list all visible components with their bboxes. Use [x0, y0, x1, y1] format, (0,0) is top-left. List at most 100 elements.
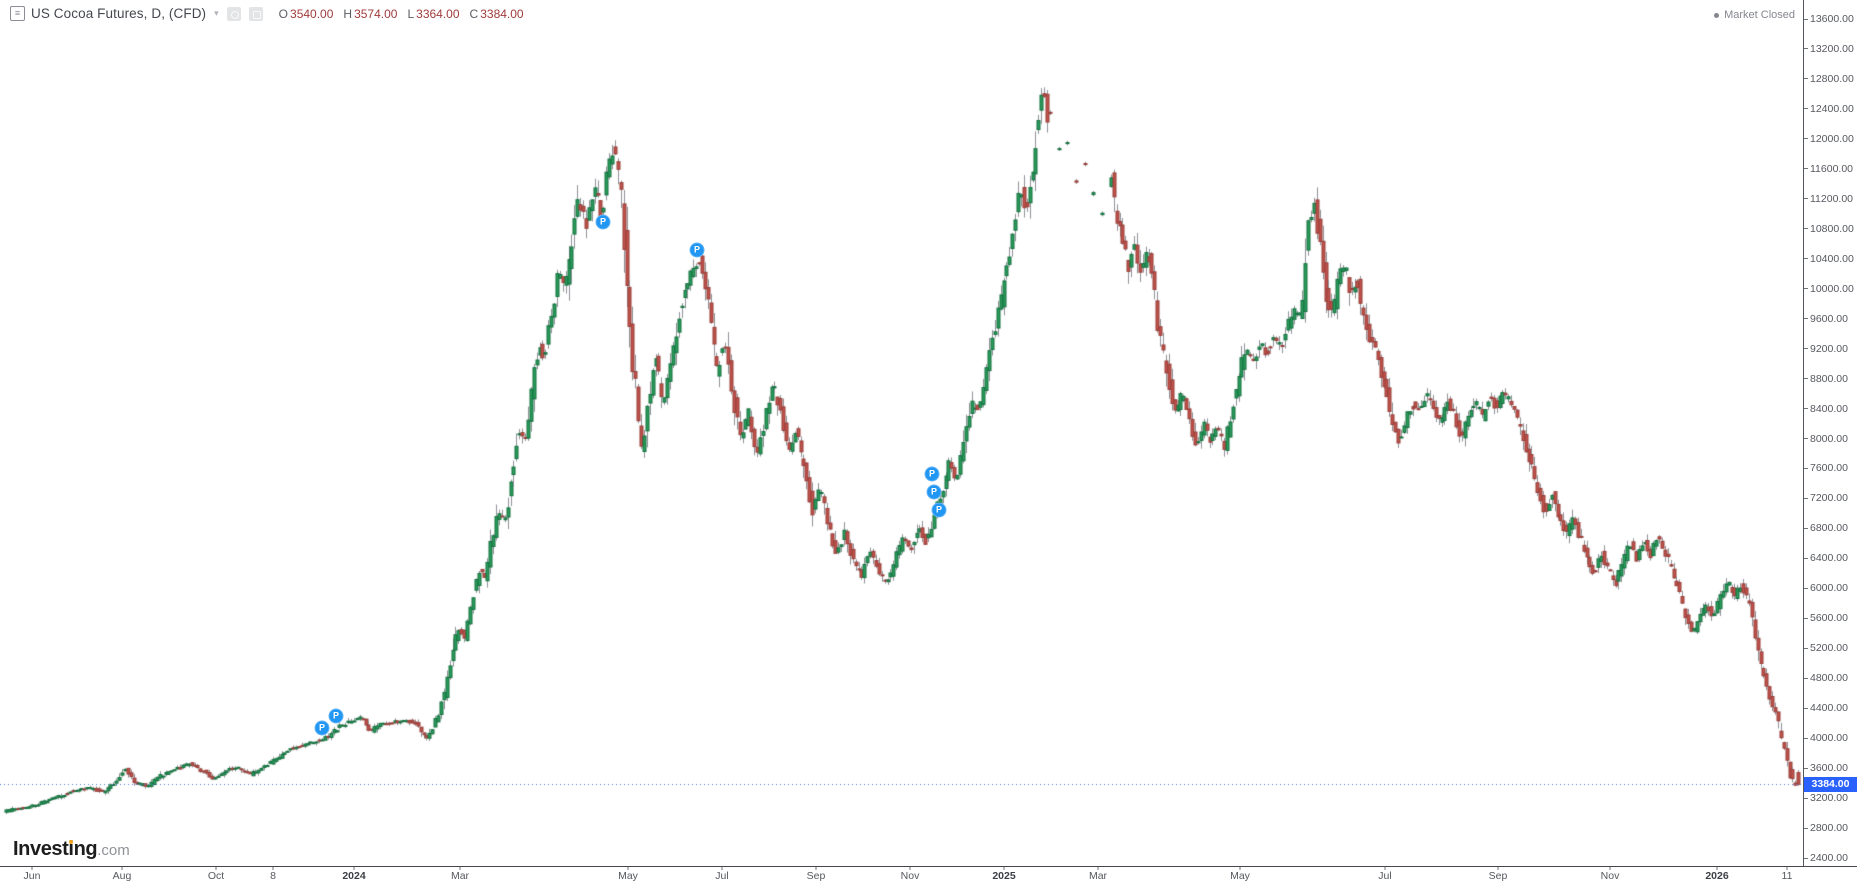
- gear-icon[interactable]: [248, 6, 263, 21]
- price-axis-label: 11200.00: [1810, 192, 1854, 205]
- price-tick: [1804, 527, 1808, 529]
- ohlc-readout: O 3540.00 H 3574.00 L 3364.00 C 3384.00: [279, 7, 524, 21]
- price-tick: [1804, 48, 1808, 50]
- candlestick-plot[interactable]: [0, 0, 1803, 866]
- price-axis-label: 4800.00: [1810, 672, 1848, 685]
- price-tick: [1804, 138, 1808, 140]
- price-tick: [1804, 827, 1808, 829]
- position-marker[interactable]: P: [924, 466, 940, 482]
- price-axis-label: 8800.00: [1810, 372, 1848, 385]
- price-axis-label: 13200.00: [1810, 42, 1854, 55]
- position-marker[interactable]: P: [328, 708, 344, 724]
- current-price-tag: 3384.00: [1804, 776, 1857, 792]
- price-tick: [1804, 438, 1808, 439]
- price-axis-label: 7600.00: [1810, 462, 1848, 475]
- time-tick: [1716, 867, 1718, 870]
- investing-logo[interactable]: Investing.com: [13, 838, 130, 860]
- time-tick: [272, 867, 274, 870]
- price-tick: [1804, 378, 1808, 380]
- price-axis-label: 6400.00: [1810, 552, 1848, 565]
- price-tick: [1804, 228, 1808, 230]
- price-tick: [1804, 767, 1808, 769]
- price-axis-label: 10400.00: [1810, 252, 1854, 265]
- time-axis-label: Mar: [450, 870, 470, 882]
- price-tick: [1804, 557, 1808, 559]
- price-axis-label: 5200.00: [1810, 642, 1848, 655]
- position-marker[interactable]: P: [926, 484, 942, 500]
- time-axis-label: Nov: [900, 870, 920, 882]
- time-tick: [1384, 867, 1386, 870]
- price-axis-label: 6800.00: [1810, 522, 1848, 535]
- ohlc-pair: H 3574.00: [343, 6, 398, 21]
- time-tick: [353, 867, 355, 870]
- time-axis[interactable]: Jun Aug Oct 8 2024 Mar May Jul Sep Nov 2025 Mar May J…: [0, 866, 1857, 883]
- ohlc-pair: C 3384.00: [469, 6, 524, 21]
- price-axis-label: 8400.00: [1810, 402, 1848, 415]
- price-tick: [1804, 198, 1808, 200]
- price-axis-label: 3600.00: [1810, 762, 1848, 775]
- price-tick: [1804, 348, 1808, 350]
- time-tick: [1097, 867, 1099, 870]
- price-axis-label: 8000.00: [1810, 432, 1848, 445]
- time-axis-label: 8: [270, 870, 276, 882]
- price-tick: [1804, 108, 1808, 110]
- price-axis[interactable]: 13600.00 13200.00 12800.00 12400.00 12000.00…: [1803, 0, 1857, 866]
- time-tick: [627, 867, 629, 870]
- price-tick: [1804, 677, 1808, 679]
- time-tick: [1239, 867, 1241, 870]
- price-tick: [1804, 168, 1808, 170]
- time-tick: [1786, 867, 1788, 870]
- symbol-title[interactable]: US Cocoa Futures, D, (CFD): [31, 6, 207, 21]
- time-tick: [721, 867, 723, 870]
- chevron-down-icon[interactable]: ▾: [214, 8, 219, 18]
- price-axis-label: 12000.00: [1810, 132, 1854, 145]
- price-axis-label: 3200.00: [1810, 792, 1848, 805]
- price-tick: [1804, 18, 1808, 20]
- price-tick: [1804, 288, 1808, 290]
- price-tick: [1804, 318, 1808, 320]
- price-axis-label: 13600.00: [1810, 13, 1854, 25]
- price-tick: [1804, 647, 1808, 649]
- price-axis-label: 9200.00: [1810, 342, 1848, 355]
- time-tick: [815, 867, 817, 870]
- record-icon[interactable]: [226, 6, 241, 21]
- chart-header: ≡ US Cocoa Futures, D, (CFD) ▾ O 3540.00 H…: [10, 6, 524, 21]
- price-axis-label: 4000.00: [1810, 732, 1848, 745]
- price-axis-label: 2400.00: [1810, 852, 1848, 864]
- price-tick: [1804, 737, 1808, 739]
- time-tick: [1003, 867, 1005, 870]
- price-tick: [1804, 707, 1808, 709]
- time-axis-label: 11: [1781, 870, 1793, 882]
- logo-suffix: .com: [97, 842, 130, 859]
- time-axis-label: Oct: [207, 870, 225, 882]
- time-tick: [459, 867, 461, 870]
- price-tick: [1804, 408, 1808, 410]
- position-marker[interactable]: P: [931, 502, 947, 518]
- price-tick: [1804, 617, 1808, 619]
- price-axis-label: 2800.00: [1810, 822, 1848, 835]
- time-tick: [121, 867, 123, 870]
- time-tick: [1497, 867, 1499, 870]
- price-axis-label: 5600.00: [1810, 612, 1848, 625]
- price-axis-label: 7200.00: [1810, 492, 1848, 505]
- time-axis-label: Aug: [112, 870, 132, 882]
- time-axis-label: Jul: [1378, 870, 1392, 882]
- time-axis-label: Jul: [715, 870, 729, 882]
- time-axis-label: Nov: [1600, 870, 1620, 882]
- time-tick: [215, 867, 217, 870]
- instrument-icon[interactable]: ≡: [10, 6, 25, 21]
- price-axis-label: 9600.00: [1810, 312, 1848, 325]
- price-axis-label: 12800.00: [1810, 72, 1854, 85]
- time-tick: [31, 867, 33, 870]
- time-axis-label: May: [618, 870, 638, 882]
- position-marker[interactable]: P: [595, 214, 611, 230]
- time-tick: [1609, 867, 1611, 870]
- time-tick: [909, 867, 911, 870]
- time-axis-label: May: [1230, 870, 1250, 882]
- price-axis-label: 4400.00: [1810, 702, 1848, 715]
- price-axis-label: 10000.00: [1810, 282, 1854, 295]
- position-marker[interactable]: P: [314, 720, 330, 736]
- ohlc-pair: L 3364.00: [407, 6, 460, 21]
- time-axis-label: 2026: [1705, 870, 1729, 882]
- position-marker[interactable]: P: [689, 242, 705, 258]
